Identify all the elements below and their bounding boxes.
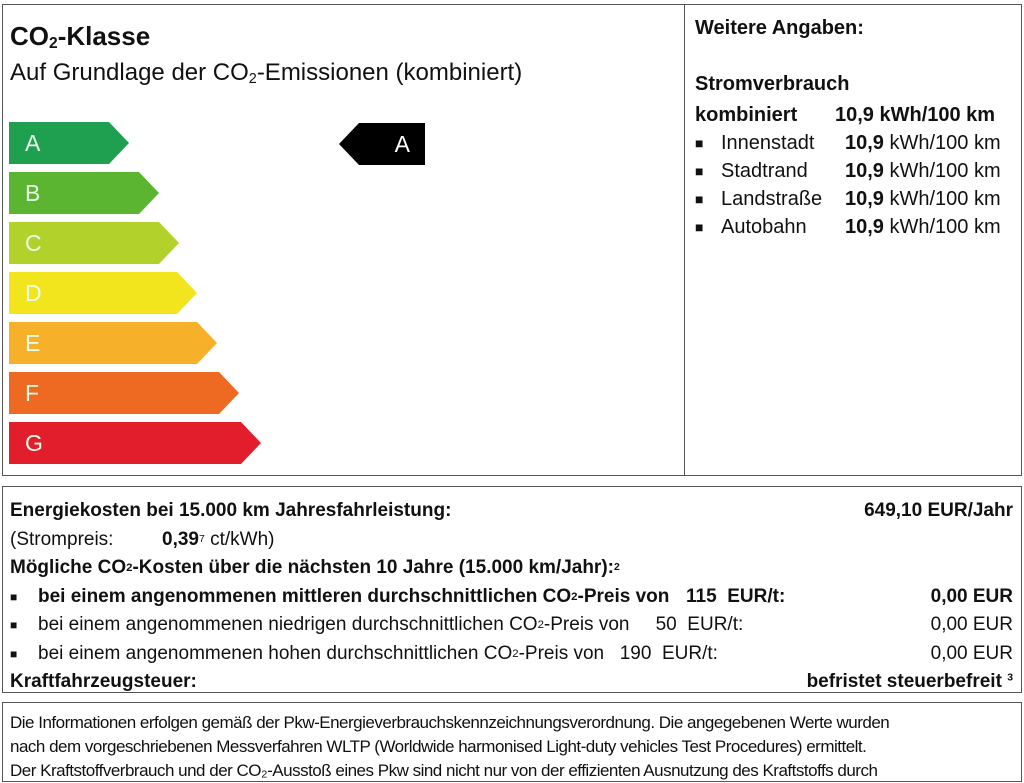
class-label: G xyxy=(25,430,43,456)
consumption-item: ■ Innenstadt 10,9 kWh/100 km xyxy=(695,129,1020,157)
item-unit: kWh/100 km xyxy=(889,159,1001,182)
bullet-icon: ■ xyxy=(695,191,704,207)
co2-scenario-row: ■ bei einem angenommenen hohen durchschni… xyxy=(10,642,1013,664)
legal-line: Der Kraftstoffverbrauch und der CO₂-Auss… xyxy=(10,761,878,780)
energy-cost-label: Energiekosten bei 15.000 km Jahresfahrle… xyxy=(10,500,452,522)
combined-row: kombiniert 10,9 kWh/100 km xyxy=(695,101,1020,129)
combined-label: kombiniert xyxy=(695,103,798,126)
scenario-value: 0,00 EUR xyxy=(930,642,1013,664)
co2-scenario-row: ■ bei einem angenommenen niedrigen durchs… xyxy=(10,614,1013,636)
item-label: Innenstadt xyxy=(721,131,815,154)
scenario-price: 50 xyxy=(655,614,677,636)
consumption-item: ■ Autobahn 10,9 kWh/100 km xyxy=(695,213,1020,241)
co2-class-panel: CO2-Klasse Auf Grundlage der CO2-Emissio… xyxy=(2,4,1022,476)
divider xyxy=(684,5,685,475)
class-label: E xyxy=(25,330,41,356)
class-bar-b: B xyxy=(9,172,159,214)
scenario-suffix: -Preis von xyxy=(577,585,670,607)
scenario-price: 190 xyxy=(619,642,652,664)
price-label: (Strompreis: xyxy=(10,528,114,550)
scenario-unit: EUR/t: xyxy=(687,614,744,636)
co2-scenario-row: ■ bei einem angenommenen mittleren durchs… xyxy=(10,585,1013,607)
scenario-suffix: -Preis von xyxy=(543,614,630,636)
consumption-item: ■ Landstraße 10,9 kWh/100 km xyxy=(695,185,1020,213)
price-unit: ct/kWh) xyxy=(210,528,275,550)
bullet-icon: ■ xyxy=(695,163,704,179)
further-info: Weitere Angaben: Stromverbrauch kombinie… xyxy=(695,17,1020,241)
tax-label: Kraftfahrzeugsteuer: xyxy=(10,671,197,693)
class-bar-g: G xyxy=(9,422,261,464)
item-unit: kWh/100 km xyxy=(889,131,1001,154)
scenario-unit: EUR/t: xyxy=(727,585,786,607)
co2-class-title: CO2-Klasse xyxy=(10,21,151,53)
bullet-icon: ■ xyxy=(695,219,704,235)
class-bar-c: C xyxy=(9,222,179,264)
costs-panel: Energiekosten bei 15.000 km Jahresfahrle… xyxy=(2,486,1022,693)
scenario-text: bei einem angenommenen mittleren durchsc… xyxy=(38,585,572,607)
legal-line: Die Informationen erfolgen gemäß der Pkw… xyxy=(10,713,890,732)
item-value: 10,9 xyxy=(845,187,884,210)
scenario-suffix: -Preis von xyxy=(518,642,605,664)
scenario-text: bei einem angenommenen niedrigen durchsc… xyxy=(38,614,538,636)
bullet-icon: ■ xyxy=(10,618,18,633)
consumption-item: ■ Stadtrand 10,9 kWh/100 km xyxy=(695,157,1020,185)
item-label: Autobahn xyxy=(721,215,807,238)
marker-arrow-shape xyxy=(339,123,425,165)
class-bar-e: E xyxy=(9,322,217,364)
class-label: B xyxy=(25,180,41,206)
co2-class-subtitle: Auf Grundlage der CO2-Emissionen (kombin… xyxy=(10,59,523,87)
energy-cost-value: 649,10 EUR/Jahr xyxy=(864,500,1013,522)
further-heading: Weitere Angaben: xyxy=(695,17,864,39)
scenario-unit: EUR/t: xyxy=(661,642,718,664)
scenario-value: 0,00 EUR xyxy=(930,585,1013,607)
scenario-text: bei einem angenommenen hohen durchschnit… xyxy=(38,642,513,664)
item-unit: kWh/100 km xyxy=(889,215,1001,238)
class-label: A xyxy=(25,130,41,156)
bullet-icon: ■ xyxy=(10,646,18,661)
legal-notice: Die Informationen erfolgen gemäß der Pkw… xyxy=(2,702,1022,782)
current-class-label: A xyxy=(394,131,410,157)
class-label: D xyxy=(25,280,42,306)
item-value: 10,9 xyxy=(845,215,884,238)
co2-cost-heading: Mögliche CO 2 -Kosten über die nächsten 10… xyxy=(10,557,620,579)
class-label: F xyxy=(25,380,40,406)
class-bar-a: A xyxy=(9,122,129,164)
tax-value: befristet steuerbefreit 3 xyxy=(806,671,1013,693)
class-bar-d: D xyxy=(9,272,197,314)
bullet-icon: ■ xyxy=(695,135,704,151)
tax-row: Kraftfahrzeugsteuer: befristet steuerbefr… xyxy=(10,668,1013,697)
price-value: 0,39 xyxy=(162,528,199,550)
energy-cost-row: Energiekosten bei 15.000 km Jahresfahrle… xyxy=(10,497,1013,526)
scenario-price: 115 xyxy=(686,585,717,607)
item-value: 10,9 xyxy=(845,159,884,182)
item-label: Stadtrand xyxy=(721,159,808,182)
class-label: C xyxy=(25,230,42,256)
current-class-marker: A xyxy=(339,123,425,165)
item-unit: kWh/100 km xyxy=(889,187,1001,210)
price-row: (Strompreis: 0,39 7 ct/kWh) xyxy=(10,528,275,550)
combined-value: 10,9 kWh/100 km xyxy=(835,103,996,126)
item-value: 10,9 xyxy=(845,131,884,154)
class-bar-f: F xyxy=(9,372,239,414)
bullet-icon: ■ xyxy=(10,589,18,604)
item-label: Landstraße xyxy=(721,187,823,210)
legal-line: nach dem vorgeschriebenen Messverfahren … xyxy=(10,737,867,756)
consumption-heading: Stromverbrauch xyxy=(695,73,850,95)
scenario-value: 0,00 EUR xyxy=(930,614,1013,636)
